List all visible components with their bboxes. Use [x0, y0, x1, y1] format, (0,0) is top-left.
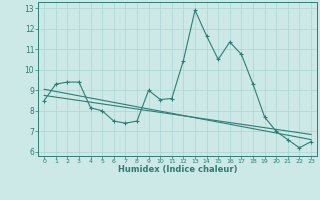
X-axis label: Humidex (Indice chaleur): Humidex (Indice chaleur) — [118, 165, 237, 174]
